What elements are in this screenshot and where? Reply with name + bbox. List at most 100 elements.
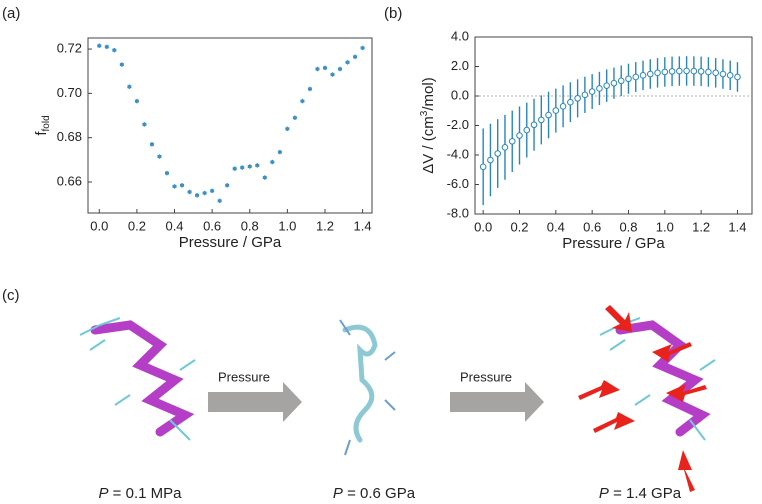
caption: P = 0.1 MPa	[99, 485, 183, 502]
point	[338, 67, 343, 71]
point	[277, 150, 282, 154]
point	[588, 88, 596, 95]
caption-var: P	[99, 485, 109, 502]
x-tick-label: 0.2	[510, 219, 528, 234]
point	[164, 171, 169, 175]
caption-var: P	[599, 485, 609, 502]
caption: P = 0.6 GPa	[333, 485, 416, 502]
point	[567, 98, 574, 106]
y-tick-label: -2.0	[447, 117, 469, 132]
y-tick-label: -8.0	[447, 205, 469, 220]
point	[307, 87, 312, 91]
pressure-arrow	[208, 382, 544, 422]
x-tick-label: 0.2	[128, 218, 146, 233]
x-tick-label: 1.0	[278, 218, 296, 233]
point	[719, 70, 727, 78]
x-tick-label: 1.4	[354, 218, 372, 233]
point	[353, 55, 358, 59]
point	[734, 73, 741, 81]
caption-var: P	[333, 485, 343, 502]
y-label-part: /mol)	[420, 77, 437, 110]
point	[654, 69, 661, 77]
point	[217, 199, 222, 203]
point	[300, 99, 305, 103]
y-tick-label: 0.68	[57, 129, 82, 144]
x-tick-label: 0.0	[90, 218, 108, 233]
y-label-part: f	[33, 131, 50, 136]
point	[668, 68, 676, 75]
point	[292, 116, 297, 120]
x-axis-label: Pressure / GPa	[179, 234, 282, 251]
y-label-part: ΔV / (cm	[420, 116, 437, 174]
arrow-label: Pressure	[218, 369, 270, 384]
y-tick-label: 4.0	[451, 28, 469, 43]
point	[516, 132, 523, 139]
point	[202, 191, 207, 195]
x-axis-label: Pressure / GPa	[562, 235, 665, 252]
point	[322, 66, 327, 70]
x-tick-label: 0.0	[474, 219, 492, 234]
point	[625, 75, 632, 83]
panel-label: (c)	[2, 287, 20, 304]
y-label-part: 3	[419, 110, 430, 116]
point	[187, 190, 192, 194]
point	[537, 116, 545, 124]
y-label-part: fold	[41, 115, 52, 131]
point	[360, 46, 365, 50]
point	[134, 99, 139, 103]
y-tick-label: 0.66	[57, 173, 82, 188]
point	[508, 137, 516, 145]
point	[610, 79, 618, 87]
structure-unfolded	[339, 319, 396, 456]
point	[225, 183, 230, 187]
y-tick-label: -4.0	[447, 146, 469, 161]
x-tick-label: 0.4	[165, 218, 183, 233]
point	[330, 73, 335, 77]
point	[603, 82, 610, 89]
point	[232, 167, 237, 171]
point	[210, 189, 215, 193]
point	[523, 126, 531, 134]
point	[247, 164, 252, 168]
point	[180, 183, 185, 187]
caption: P = 1.4 GPa	[599, 485, 682, 502]
point	[285, 127, 290, 131]
x-tick-label: 0.6	[583, 219, 601, 234]
point	[552, 107, 560, 114]
red-arrows	[578, 305, 707, 492]
caption-text: = 0.6 GPa	[343, 485, 416, 502]
point	[530, 121, 538, 129]
point	[172, 184, 177, 188]
point	[255, 163, 260, 167]
point	[712, 69, 719, 77]
x-tick-label: 1.0	[656, 219, 674, 234]
point	[119, 63, 124, 67]
x-tick-label: 0.8	[241, 218, 259, 233]
y-tick-label: -6.0	[447, 176, 469, 191]
point	[149, 142, 154, 146]
point	[697, 68, 705, 75]
point	[596, 85, 603, 92]
point	[127, 85, 132, 89]
x-tick-label: 0.4	[547, 219, 565, 234]
panel-label: (a)	[2, 5, 20, 22]
structure-folded	[79, 317, 196, 441]
point	[683, 67, 690, 75]
x-tick-label: 0.8	[619, 219, 637, 234]
y-axis-label: ΔV / (cm3/mol)	[419, 77, 437, 173]
x-tick-label: 1.2	[316, 218, 334, 233]
point	[157, 155, 162, 159]
y-axis-label: ffold	[33, 115, 52, 135]
point	[574, 95, 581, 102]
y-tick-label: 2.0	[451, 58, 469, 73]
point	[97, 44, 102, 48]
point	[676, 67, 683, 75]
point	[487, 156, 494, 164]
point	[195, 193, 200, 197]
y-tick-label: 0.72	[57, 41, 82, 56]
caption-text: = 1.4 GPa	[609, 485, 682, 502]
point	[315, 67, 320, 71]
point	[494, 150, 502, 157]
